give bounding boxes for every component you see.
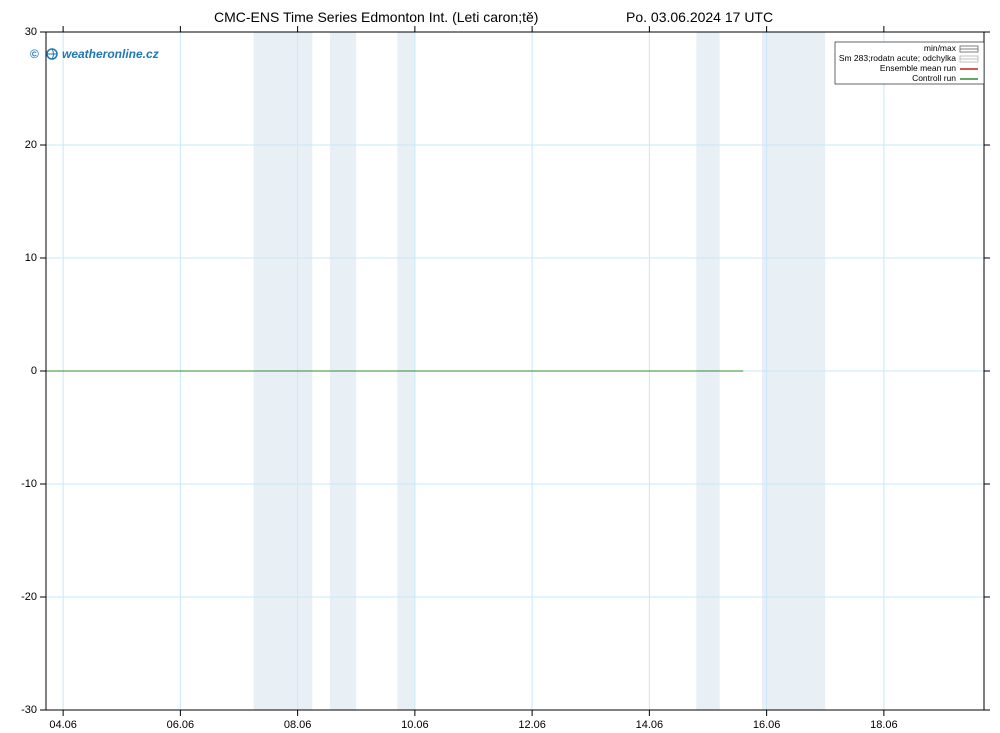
x-tick-label: 18.06 <box>870 719 898 731</box>
y-tick-label: -30 <box>21 704 37 716</box>
x-tick-label: 12.06 <box>518 719 546 731</box>
timeseries-chart: -30 -20 -10 0 10 20 30 04.06 06.06 08.06 10.06 12.0… <box>0 0 1000 733</box>
y-tick-label: -20 <box>21 591 37 603</box>
legend-label: Sm 283;rodatn acute; odchylka <box>839 53 956 63</box>
legend: min/maxSm 283;rodatn acute; odchylkaEnse… <box>835 42 984 84</box>
chart-title: CMC-ENS Time Series Edmonton Int. (Leti … <box>214 9 773 25</box>
y-tick-label: -10 <box>21 478 37 490</box>
title-left: CMC-ENS Time Series Edmonton Int. (Leti … <box>214 9 538 25</box>
legend-label: Controll run <box>912 73 956 83</box>
watermark-text: weatheronline.cz <box>62 47 159 61</box>
title-right: Po. 03.06.2024 17 UTC <box>626 9 773 25</box>
x-tick-label: 16.06 <box>753 719 781 731</box>
x-tick-label: 10.06 <box>401 719 429 731</box>
legend-label: Ensemble mean run <box>880 63 956 73</box>
y-tick-label: 0 <box>31 365 37 377</box>
x-tick-label: 04.06 <box>49 719 77 731</box>
watermark: © weatheronline.cz <box>30 47 159 61</box>
y-tick-label: 30 <box>25 26 37 38</box>
x-tick-label: 14.06 <box>636 719 664 731</box>
x-tick-label: 08.06 <box>284 719 312 731</box>
legend-label: min/max <box>924 43 957 53</box>
y-tick-label: 10 <box>25 252 37 264</box>
watermark-copyright: © <box>30 47 39 61</box>
y-tick-label: 20 <box>25 139 37 151</box>
x-tick-label: 06.06 <box>167 719 195 731</box>
